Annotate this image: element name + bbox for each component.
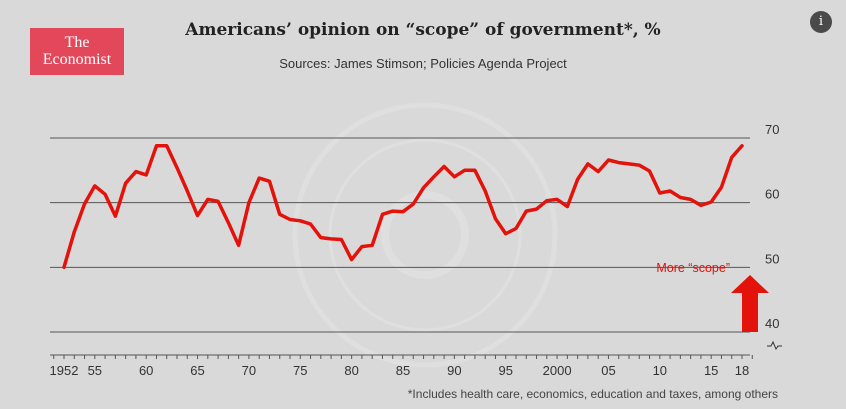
x-tick-label: 90 [447, 363, 461, 378]
x-tick-label: 05 [601, 363, 615, 378]
x-tick-label: 80 [344, 363, 358, 378]
series-line-0 [62, 144, 744, 270]
x-tick-label: 18 [735, 363, 749, 378]
annotation-label: More “scope” [656, 261, 730, 275]
x-tick-label: 70 [242, 363, 256, 378]
footnote: *Includes health care, economics, educat… [407, 387, 778, 401]
x-tick-label: 55 [88, 363, 102, 378]
x-tick-label: 65 [190, 363, 204, 378]
x-tick-label: 10 [653, 363, 667, 378]
logo-line-1: The [64, 34, 90, 51]
x-tick-label: 15 [704, 363, 718, 378]
y-tick-label: 40 [765, 316, 779, 331]
economist-logo: The Economist [30, 28, 124, 75]
logo-line-2: Economist [42, 51, 112, 68]
presidential-seal-watermark [292, 102, 558, 368]
x-tick-label: 60 [139, 363, 153, 378]
chart-subtitle: Sources: James Stimson; Policies Agenda … [279, 56, 567, 71]
x-tick-label: 95 [498, 363, 512, 378]
axis-break-icon [767, 340, 782, 351]
x-tick-label: 2000 [543, 363, 572, 378]
y-tick-label: 60 [765, 187, 779, 202]
x-tick-label: 85 [396, 363, 410, 378]
info-icon[interactable]: i [810, 11, 832, 33]
up-arrow-icon [731, 275, 769, 332]
chart-title: Americans’ opinion on “scope” of governm… [185, 20, 661, 40]
x-tick-label: 75 [293, 363, 307, 378]
y-tick-label: 70 [765, 122, 779, 137]
y-tick-label: 50 [765, 251, 779, 266]
x-tick-label: 1952 [50, 363, 79, 378]
